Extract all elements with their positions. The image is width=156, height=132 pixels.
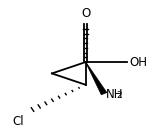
Text: OH: OH xyxy=(129,56,147,69)
Text: 2: 2 xyxy=(116,91,122,100)
Text: NH: NH xyxy=(106,88,124,101)
Text: Cl: Cl xyxy=(12,115,24,128)
Polygon shape xyxy=(85,62,107,95)
Text: O: O xyxy=(81,7,90,20)
